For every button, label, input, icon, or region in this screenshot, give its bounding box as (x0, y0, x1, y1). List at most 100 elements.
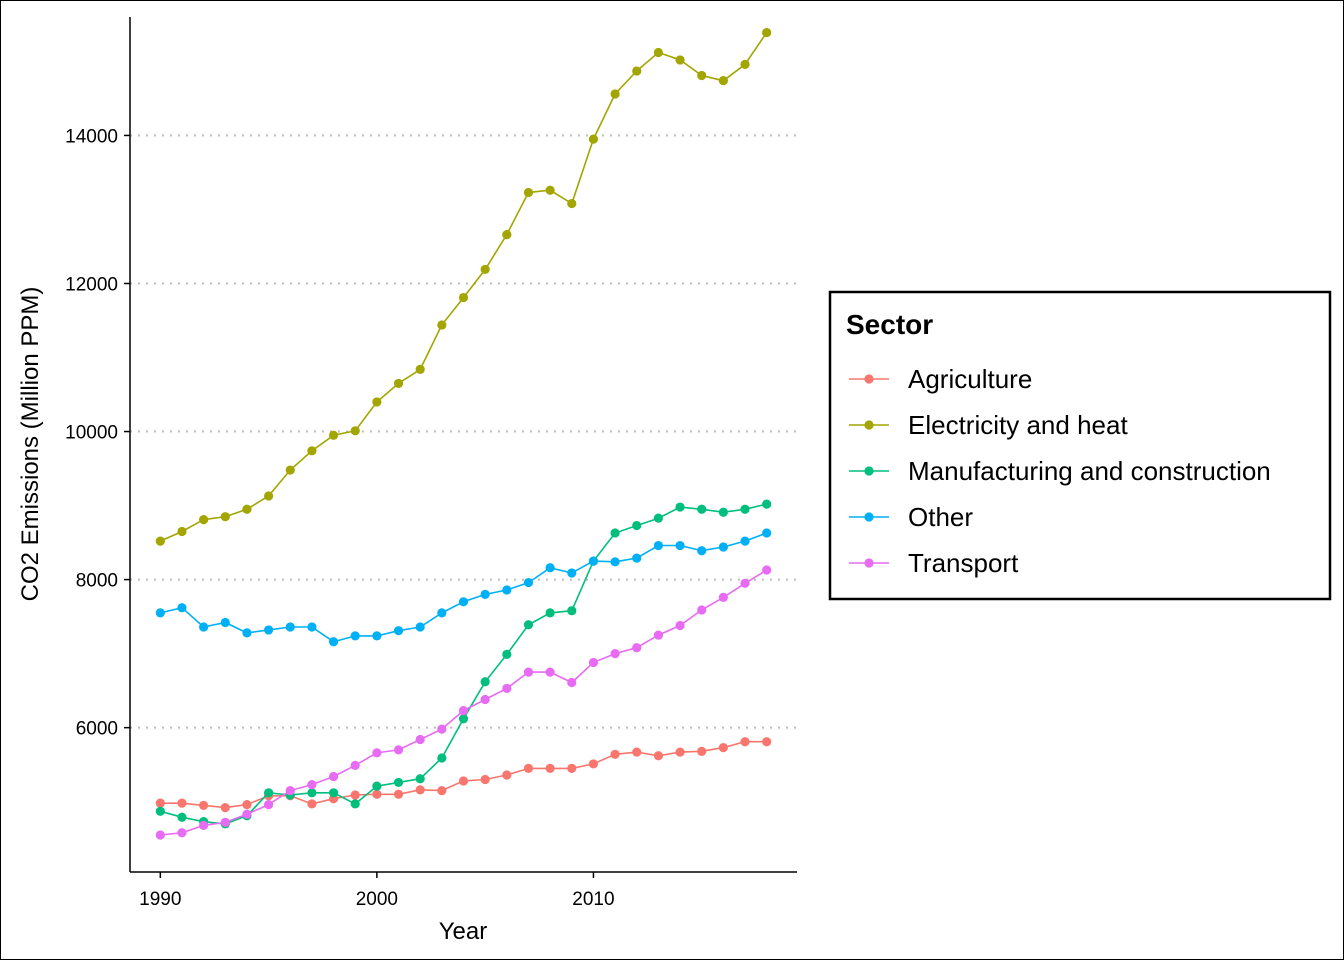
data-point-electricity-and-heat (415, 364, 425, 374)
x-tick-label: 2000 (356, 889, 398, 910)
data-point-manufacturing-and-construction (502, 649, 512, 659)
data-point-agriculture (480, 774, 490, 785)
data-point-other (155, 608, 165, 618)
legend-key-point (864, 374, 874, 384)
data-point-transport (762, 565, 772, 575)
data-point-agriculture (177, 798, 187, 808)
data-point-electricity-and-heat (458, 292, 469, 303)
data-point-manufacturing-and-construction (350, 799, 360, 809)
data-point-agriculture (199, 800, 209, 810)
data-point-other (610, 557, 620, 567)
data-point-other (458, 597, 469, 607)
data-point-agriculture (502, 770, 512, 780)
data-point-agriculture (653, 751, 664, 761)
data-point-agriculture (242, 800, 252, 810)
data-point-transport (458, 706, 469, 716)
y-tick-label: 14000 (65, 126, 118, 147)
legend-item-agriculture: Agriculture (849, 364, 1032, 394)
series-transport (155, 565, 772, 840)
data-point-transport (199, 820, 209, 830)
series-line-transport (160, 569, 768, 836)
data-point-agriculture (610, 749, 620, 759)
data-point-electricity-and-heat (697, 70, 707, 81)
x-tick-label: 1990 (139, 889, 181, 910)
x-tick-label: 2010 (572, 889, 614, 910)
data-point-other (437, 608, 447, 618)
series-line-electricity-and-heat (159, 32, 768, 542)
x-ticks: 1990 2000 2010 (139, 872, 615, 910)
data-point-manufacturing-and-construction (372, 781, 382, 791)
data-point-electricity-and-heat (199, 515, 209, 525)
data-point-electricity-and-heat (263, 491, 274, 501)
data-point-transport (740, 578, 750, 588)
data-point-electricity-and-heat (567, 198, 577, 209)
legend-label: Agriculture (908, 364, 1032, 394)
series-agriculture (155, 737, 772, 813)
data-point-electricity-and-heat (588, 134, 599, 144)
data-point-electricity-and-heat (653, 47, 664, 58)
data-point-transport (415, 734, 425, 745)
data-point-manufacturing-and-construction (675, 502, 685, 512)
data-point-manufacturing-and-construction (458, 714, 469, 724)
data-point-electricity-and-heat (372, 397, 382, 407)
data-point-electricity-and-heat (437, 320, 447, 330)
data-point-electricity-and-heat (523, 187, 534, 198)
series-electricity-and-heat (155, 27, 772, 546)
data-point-other (480, 589, 490, 600)
data-point-transport (437, 724, 447, 734)
data-point-transport (220, 817, 230, 828)
data-point-other (653, 540, 664, 551)
data-point-electricity-and-heat (350, 426, 360, 436)
data-point-agriculture (523, 763, 534, 773)
data-point-transport (502, 683, 512, 694)
data-point-other (263, 625, 274, 635)
data-point-agriculture (740, 737, 750, 747)
data-point-agriculture (415, 785, 425, 795)
data-point-manufacturing-and-construction (632, 520, 642, 531)
data-point-other (415, 622, 425, 632)
data-point-transport (393, 745, 404, 755)
y-axis-title: CO2 Emissions (Million PPM) (17, 287, 44, 602)
data-point-agriculture (632, 747, 642, 757)
data-point-manufacturing-and-construction (415, 774, 425, 784)
legend-title: Sector (846, 309, 933, 340)
data-point-other (697, 546, 707, 556)
data-point-electricity-and-heat (307, 446, 317, 456)
data-point-electricity-and-heat (177, 526, 187, 537)
data-point-manufacturing-and-construction (545, 608, 555, 618)
gridlines (130, 134, 797, 729)
data-point-manufacturing-and-construction (567, 606, 577, 616)
data-point-transport (263, 800, 274, 810)
data-point-other (632, 553, 642, 563)
data-point-electricity-and-heat (393, 378, 404, 389)
axes (129, 17, 797, 873)
data-point-transport (480, 694, 490, 705)
data-point-electricity-and-heat (740, 59, 750, 69)
data-point-manufacturing-and-construction (437, 753, 447, 763)
data-point-electricity-and-heat (242, 504, 252, 514)
data-point-agriculture (155, 798, 165, 808)
y-tick-label: 12000 (65, 274, 118, 295)
data-point-agriculture (393, 789, 404, 799)
data-point-transport (588, 657, 599, 668)
data-point-manufacturing-and-construction (155, 806, 165, 816)
series-line-manufacturing-and-construction (160, 503, 767, 825)
series-lines (155, 27, 772, 840)
legend-label: Electricity and heat (908, 410, 1128, 440)
legend-key-point (864, 558, 874, 568)
data-point-transport (285, 785, 295, 796)
data-point-agriculture (220, 802, 230, 813)
data-point-electricity-and-heat (328, 430, 339, 440)
legend-item-other: Other (849, 502, 973, 532)
data-point-transport (610, 649, 620, 659)
data-point-electricity-and-heat (502, 230, 512, 240)
y-tick-label: 8000 (76, 571, 118, 592)
data-point-other (740, 536, 750, 546)
data-point-transport (545, 667, 555, 677)
data-point-electricity-and-heat (220, 512, 230, 522)
data-point-manufacturing-and-construction (177, 812, 187, 822)
data-point-electricity-and-heat (480, 264, 490, 275)
data-point-agriculture (545, 763, 555, 773)
data-point-other (199, 622, 209, 632)
